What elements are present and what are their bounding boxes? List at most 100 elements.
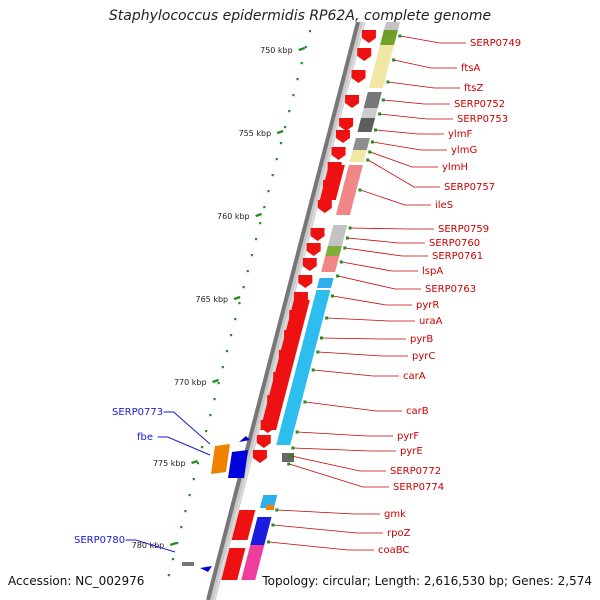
genome-summary-text: Topology: circular; Length: 2,616,530 bp…	[262, 574, 592, 588]
genome-backbone-shadow	[208, 21, 366, 600]
gene-label: pyrE	[400, 446, 423, 457]
highlight-features: SERP0773 fbe SERP0780	[74, 407, 250, 572]
feature-tick	[370, 140, 374, 144]
gene-label: pyrC	[412, 351, 435, 362]
label-leader-line	[269, 541, 374, 551]
gene-label: ylmG	[451, 145, 477, 156]
label-leader-line	[297, 431, 393, 437]
scale-dot	[200, 446, 204, 449]
gene-label: SERP0757	[444, 182, 495, 193]
gene-label: pyrB	[410, 334, 433, 345]
genome-backbone	[206, 21, 360, 600]
feature-tick	[289, 454, 293, 458]
gene-label: SERP0774	[393, 482, 444, 493]
gene-arrow	[317, 200, 332, 213]
feature-tick	[398, 34, 402, 38]
highlight-label: fbe	[137, 432, 153, 443]
scale-dot	[296, 78, 299, 81]
gene-label: coaBC	[378, 545, 409, 556]
feature-block	[250, 517, 272, 545]
feature-tick	[271, 523, 275, 527]
label-leader-line	[337, 275, 421, 290]
feature-tick	[339, 260, 343, 264]
feature-tick	[381, 98, 385, 102]
blue-marker	[200, 566, 212, 572]
gene-label: SERP0752	[454, 99, 505, 110]
gene-arrow	[361, 30, 376, 43]
label-leader-line	[291, 455, 386, 472]
gene-label: carB	[406, 406, 429, 417]
label-leader-line	[388, 81, 460, 89]
scale-dot	[225, 350, 229, 353]
feature-block	[380, 30, 398, 45]
label-leader-line	[277, 509, 380, 515]
label-leader-line	[383, 99, 450, 105]
scale-dot	[217, 382, 220, 385]
label-leader-line	[400, 35, 466, 44]
label-leader-line	[347, 237, 425, 244]
label-leader-line	[327, 317, 415, 322]
gene-arrow	[351, 70, 366, 83]
feature-block	[368, 45, 395, 88]
label-leader-line	[372, 141, 447, 151]
map-title: Staphylococcus epidermidis RP62A, comple…	[108, 8, 492, 24]
feature-block	[349, 150, 367, 162]
feature-tick	[291, 446, 295, 450]
small-feature	[182, 562, 194, 566]
label-leader-line	[332, 295, 412, 306]
scale-dot	[259, 222, 262, 225]
feature-block	[352, 138, 370, 150]
gene-body	[231, 510, 256, 540]
gene-label: ileS	[435, 200, 453, 211]
genome-backbone-edge	[213, 21, 365, 600]
scale-tick-label: 760 kbp	[217, 212, 250, 221]
feature-block	[363, 92, 382, 108]
feature-tick	[343, 246, 347, 250]
scale-tick-mark	[276, 129, 284, 135]
gene-arrow	[357, 48, 372, 61]
gene-label: ftsA	[461, 63, 480, 74]
scale-tick-mark	[169, 541, 177, 547]
feature-block	[316, 278, 334, 288]
scale-tick-mark	[233, 295, 241, 301]
gene-label: lspA	[422, 266, 443, 277]
scale-dot	[209, 414, 212, 417]
feature-block	[282, 453, 294, 462]
gene-body	[260, 360, 295, 430]
label-leader-line	[313, 369, 399, 377]
scale-dot	[267, 190, 270, 193]
scale-dot	[205, 430, 208, 433]
gene-label: SERP0763	[425, 284, 476, 295]
gene-arrow	[331, 147, 346, 160]
fbe-feature	[211, 444, 230, 474]
blue-feature	[228, 450, 248, 478]
scale-dot	[279, 142, 283, 145]
feature-block	[321, 256, 340, 272]
feature-block	[327, 225, 348, 246]
scale-tick-label: 775 kbp	[153, 459, 186, 468]
feature-tick	[378, 112, 382, 116]
gene-label: SERP0759	[438, 224, 489, 235]
feature-block	[276, 290, 331, 445]
gene-label: ftsZ	[464, 83, 483, 94]
scale-dot	[304, 46, 307, 49]
gene-label: ylmF	[448, 129, 472, 140]
feature-tick	[319, 336, 323, 340]
scale-dot	[221, 366, 224, 369]
feature-tick	[348, 226, 352, 230]
scale-tick-mark	[212, 378, 219, 384]
feature-tick	[311, 368, 315, 372]
scale-dot	[242, 286, 245, 289]
scale-dot	[188, 494, 191, 497]
scale-dot	[180, 526, 183, 529]
scale-dot	[238, 302, 241, 305]
scale-dot	[254, 238, 258, 241]
scale-tick-dots	[167, 30, 312, 577]
gene-arrow	[335, 130, 350, 143]
label-leader-line	[350, 227, 434, 230]
scale-dot	[234, 318, 237, 321]
gene-label: uraA	[419, 316, 443, 327]
scale-dot	[167, 574, 170, 577]
feature-tick	[366, 158, 370, 162]
